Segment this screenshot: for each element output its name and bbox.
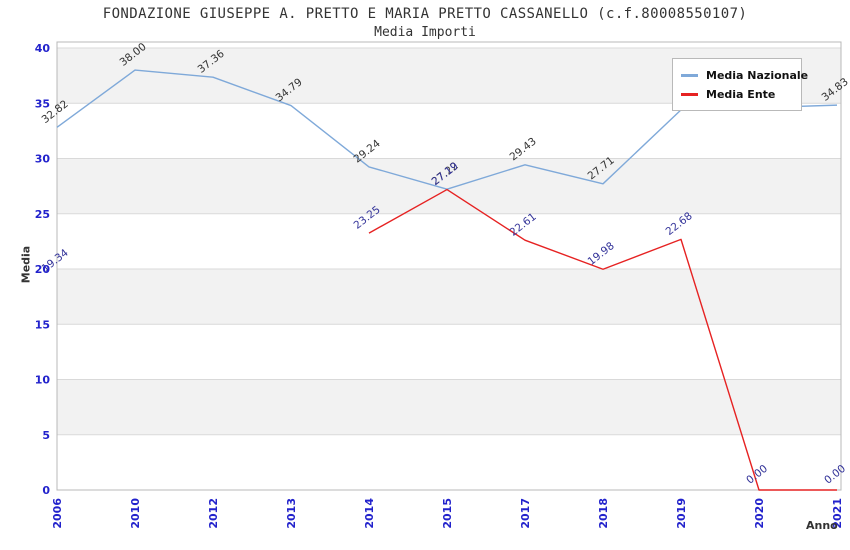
legend: Media Nazionale Media Ente — [672, 58, 808, 111]
grid-band — [57, 158, 841, 214]
x-tick-label: 2020 — [753, 498, 766, 529]
y-tick-label: 10 — [35, 374, 51, 387]
legend-label-nazionale: Media Nazionale — [706, 69, 809, 82]
plot-border — [56, 41, 842, 491]
x-tick-label: 2014 — [363, 498, 376, 529]
y-tick-label: 40 — [35, 42, 51, 55]
data-label: 19.98 — [586, 240, 617, 268]
y-tick-label: 20 — [35, 263, 51, 276]
y-tick-label: 0 — [42, 484, 50, 497]
x-tick-label: 2006 — [51, 498, 64, 529]
x-tick-label: 2019 — [675, 498, 688, 529]
x-tick-label: 2021 — [831, 498, 844, 529]
y-tick-label: 25 — [35, 208, 50, 221]
x-axis-title: Anno — [806, 519, 838, 532]
x-tick-label: 2018 — [597, 498, 610, 529]
chart-title: FONDAZIONE GIUSEPPE A. PRETTO E MARIA PR… — [102, 6, 748, 22]
y-tick-label: 30 — [35, 153, 51, 166]
legend-swatch-nazionale-icon — [681, 74, 698, 77]
series-line-ente — [368, 188, 837, 491]
x-tick-label: 2010 — [129, 498, 142, 529]
grid-band — [57, 379, 841, 435]
y-tick-label: 5 — [42, 429, 50, 442]
x-tick-label: 2013 — [285, 498, 298, 529]
y-tick-label: 15 — [35, 318, 50, 331]
grid-band — [57, 269, 841, 325]
data-label: 0.00 — [822, 463, 848, 487]
x-tick-label: 2015 — [441, 498, 454, 529]
y-tick-label: 35 — [35, 97, 50, 110]
x-tick-label: 2017 — [519, 498, 532, 529]
x-tick-label: 2012 — [207, 498, 220, 529]
legend-item-nazionale: Media Nazionale — [681, 66, 808, 85]
legend-item-ente: Media Ente — [681, 85, 793, 104]
y-axis-title: Media — [19, 245, 33, 284]
data-label: 22.61 — [508, 211, 539, 239]
legend-swatch-ente-icon — [681, 93, 698, 96]
legend-label-ente: Media Ente — [706, 88, 776, 101]
chart-subtitle: Media Importi — [374, 25, 476, 40]
